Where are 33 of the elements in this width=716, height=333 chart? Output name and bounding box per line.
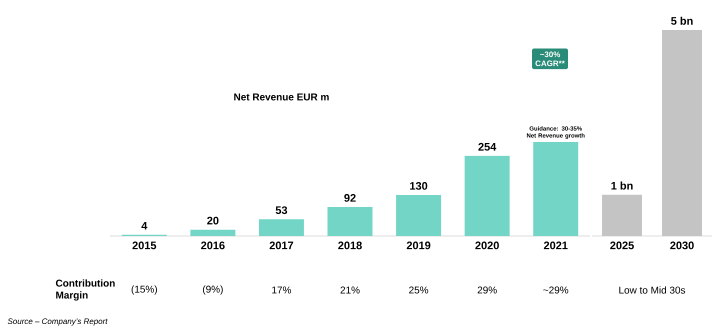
data-label: 53 — [276, 206, 288, 214]
x-tick-label: 2025 — [610, 242, 634, 250]
text: (9%) — [202, 285, 223, 295]
data-label: 254 — [478, 142, 496, 151]
data-label: 5 bn — [671, 16, 693, 25]
text: Contribution Margin — [56, 279, 115, 301]
text: ~29% — [543, 286, 568, 294]
data-label: 1 bn — [611, 182, 633, 190]
bar — [533, 142, 578, 236]
data-label: 92 — [344, 194, 356, 202]
bar — [464, 156, 510, 236]
data-label: 4 — [141, 222, 148, 230]
text: 21% — [340, 286, 360, 294]
x-tick-label: 2020 — [475, 242, 499, 250]
x-tick-label: 2017 — [270, 242, 294, 250]
text: 17% — [272, 286, 292, 294]
text: Low to Mid 30s — [619, 286, 686, 294]
bar — [396, 194, 442, 236]
x-tick-label: 2016 — [201, 242, 225, 250]
text: (15%) — [132, 285, 157, 295]
text: 29% — [478, 286, 497, 294]
chart-title: Net Revenue EUR m — [234, 94, 329, 100]
bar — [328, 206, 373, 236]
x-tick-label: 2015 — [132, 242, 156, 250]
data-label: 20 — [207, 216, 218, 224]
text: 25% — [409, 286, 428, 294]
data-label: 130 — [410, 182, 428, 190]
x-tick-label: 2030 — [670, 242, 694, 250]
x-tick-label: 2018 — [338, 242, 362, 250]
x-tick-label: 2019 — [406, 242, 430, 250]
x-tick-label: 2021 — [544, 242, 568, 250]
bar — [258, 219, 304, 236]
bar — [190, 230, 236, 236]
